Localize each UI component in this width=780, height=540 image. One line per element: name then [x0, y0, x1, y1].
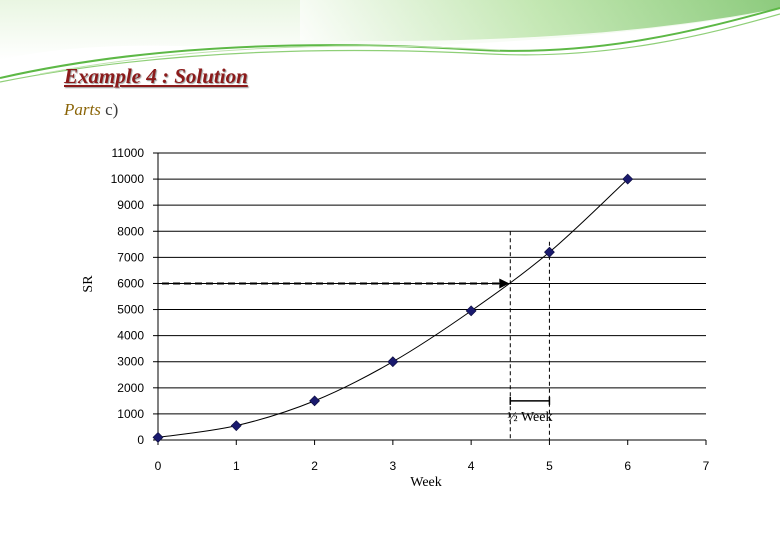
y-tick-label: 1000 [117, 407, 144, 421]
data-point [465, 305, 477, 317]
x-tick-label: 0 [155, 459, 162, 473]
y-tick-label: 5000 [117, 303, 144, 317]
data-point [230, 420, 242, 432]
data-point [544, 246, 555, 258]
plot-frame [153, 152, 707, 445]
data-point [152, 431, 164, 443]
y-tick-label: 8000 [117, 224, 144, 238]
y-tick-label: 3000 [117, 355, 144, 369]
x-tick-label: 5 [546, 459, 553, 473]
x-axis-label: Week [410, 475, 442, 490]
x-tick-label: 2 [311, 459, 318, 473]
y-tick-label: 0 [137, 433, 144, 447]
data-point [309, 395, 320, 407]
x-tick-labels: 0 1 2 3 4 5 6 7 [155, 459, 710, 473]
y-tick-label: 4000 [117, 329, 144, 343]
decorative-banner [0, 0, 780, 83]
annotations [162, 231, 551, 440]
y-tick-label: 6000 [117, 276, 144, 290]
y-tick-label: 2000 [117, 381, 144, 395]
data-point [622, 173, 634, 185]
half-week-label: ½ Week [507, 410, 552, 425]
parts-label: Parts [64, 100, 101, 119]
trend-curve [157, 178, 629, 438]
y-tick-label: 10000 [111, 172, 145, 186]
x-tick-label: 7 [703, 459, 710, 473]
x-tick-label: 1 [233, 459, 240, 473]
y-tick-label: 9000 [117, 198, 144, 212]
x-tick-label: 6 [624, 459, 631, 473]
trend-curve-path [157, 178, 629, 438]
data-points [152, 173, 634, 443]
y-tick-label: 7000 [117, 250, 144, 264]
target-sr-arrowhead [499, 278, 510, 289]
slide-title: Example 4 : Solution [64, 64, 248, 88]
data-point [387, 356, 399, 368]
x-tick-label: 4 [468, 459, 475, 473]
parts-line: Parts c) [64, 100, 118, 120]
y-axis-label: SR [81, 275, 96, 293]
parts-value: c) [105, 100, 119, 119]
y-tick-label: 11000 [112, 146, 145, 160]
y-tick-labels: 0 1000 2000 3000 4000 5000 6000 7000 8000 9000 100… [111, 146, 145, 447]
x-tick-label: 3 [390, 459, 397, 473]
